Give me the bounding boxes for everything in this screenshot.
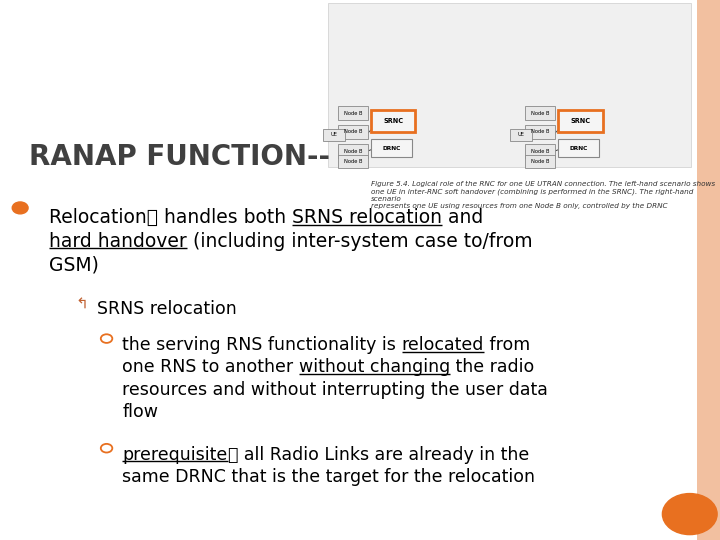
FancyBboxPatch shape: [338, 106, 368, 120]
FancyBboxPatch shape: [338, 154, 368, 168]
FancyBboxPatch shape: [338, 145, 368, 158]
Text: resources and without interrupting the user data: resources and without interrupting the u…: [122, 381, 548, 399]
Text: flow: flow: [122, 403, 158, 421]
Text: Node B: Node B: [343, 111, 362, 116]
Text: DRNC: DRNC: [570, 146, 588, 151]
Text: Node B: Node B: [531, 130, 549, 134]
Text: UE: UE: [330, 132, 338, 137]
Text: without changing: without changing: [299, 359, 450, 376]
Text: UE: UE: [518, 132, 525, 137]
Text: prerequisite: prerequisite: [122, 446, 228, 463]
FancyBboxPatch shape: [525, 125, 555, 139]
Text: and: and: [442, 208, 483, 227]
Text: SRNS relocation: SRNS relocation: [292, 208, 442, 227]
Text: SRNS relocation: SRNS relocation: [97, 300, 237, 318]
Text: Node B: Node B: [531, 148, 549, 154]
Text: Figure 5.4. Logical role of the RNC for one UE UTRAN connection. The left-hand s: Figure 5.4. Logical role of the RNC for …: [371, 181, 715, 209]
FancyBboxPatch shape: [338, 125, 368, 139]
Text: Node B: Node B: [531, 111, 549, 116]
FancyBboxPatch shape: [558, 139, 599, 158]
Text: ↰: ↰: [76, 297, 89, 312]
FancyBboxPatch shape: [371, 139, 412, 158]
Text: same DRNC that is the target for the relocation: same DRNC that is the target for the rel…: [122, 468, 536, 486]
Text: SRNC: SRNC: [383, 118, 403, 124]
Text: DRNC: DRNC: [382, 146, 400, 151]
Text: SRNC: SRNC: [570, 118, 590, 124]
FancyBboxPatch shape: [371, 110, 415, 132]
Text: one RNS to another: one RNS to another: [122, 359, 299, 376]
Text: (including inter-system case to/from: (including inter-system case to/from: [186, 232, 532, 251]
FancyBboxPatch shape: [558, 110, 603, 132]
Text: Relocation： handles both: Relocation： handles both: [49, 208, 292, 227]
Text: the serving RNS functionality is: the serving RNS functionality is: [122, 336, 402, 354]
Text: hard handover: hard handover: [49, 232, 186, 251]
Bar: [697, 0, 720, 540]
Circle shape: [12, 202, 28, 214]
FancyBboxPatch shape: [510, 129, 532, 141]
Bar: [328, 3, 691, 167]
Text: RANAP FUNCTION--: RANAP FUNCTION--: [29, 143, 330, 171]
Text: the radio: the radio: [450, 359, 534, 376]
Text: Node B: Node B: [531, 159, 549, 164]
Text: GSM): GSM): [49, 255, 99, 274]
FancyBboxPatch shape: [525, 145, 555, 158]
Text: Node B: Node B: [343, 159, 362, 164]
Text: Node B: Node B: [343, 130, 362, 134]
Circle shape: [662, 494, 717, 535]
FancyBboxPatch shape: [525, 154, 555, 168]
Text: Node B: Node B: [343, 148, 362, 154]
Text: from: from: [484, 336, 531, 354]
Text: ： all Radio Links are already in the: ： all Radio Links are already in the: [228, 446, 529, 463]
FancyBboxPatch shape: [323, 129, 345, 141]
Text: relocated: relocated: [402, 336, 484, 354]
FancyBboxPatch shape: [525, 106, 555, 120]
